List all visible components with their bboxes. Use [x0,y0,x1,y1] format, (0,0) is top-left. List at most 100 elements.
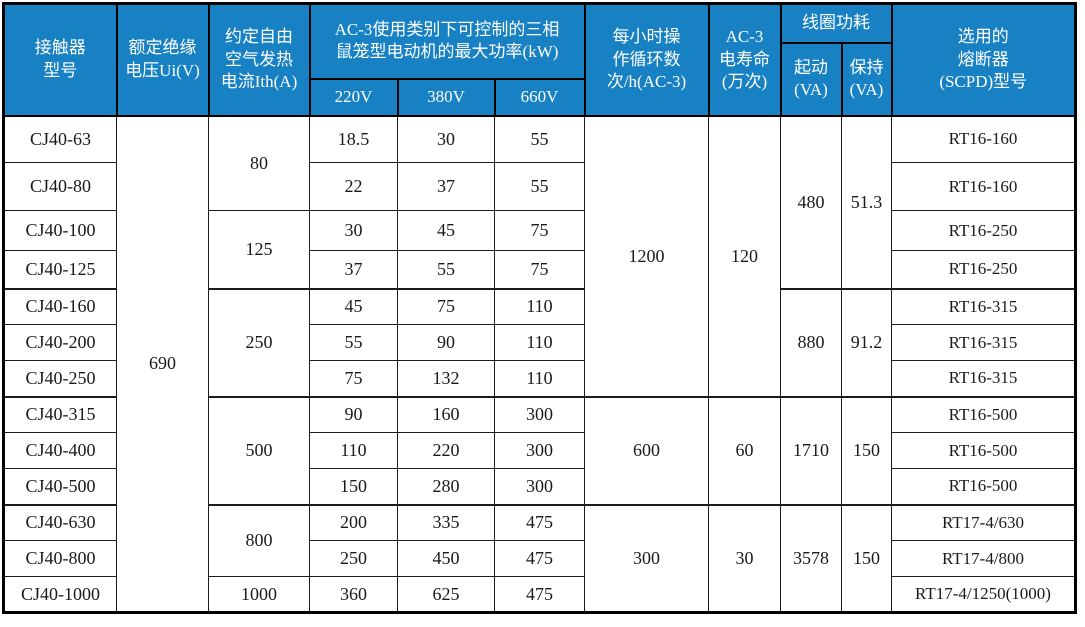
power-220-cell: 37 [309,250,398,289]
power-220-cell: 110 [309,432,398,469]
power-380-cell: 90 [397,324,495,361]
header-380v: 380V [396,77,496,117]
coil-hold-cell: 91.2 [841,287,892,397]
power-660-cell: 475 [494,576,585,613]
model-cell: CJ40-200 [3,324,117,361]
ith-cell: 500 [208,395,310,505]
life-cell: 120 [708,115,781,397]
fuse-cell: RT16-315 [891,360,1076,397]
ith-cell: 250 [208,287,310,397]
fuse-cell: RT17-4/800 [891,540,1076,577]
power-380-cell: 75 [397,287,495,325]
coil-hold-cell: 51.3 [841,115,892,289]
fuse-cell: RT16-315 [891,324,1076,361]
header-coil-hold: 保持 (VA) [840,41,893,117]
power-660-cell: 110 [494,287,585,325]
power-380-cell: 335 [397,503,495,541]
power-220-cell: 22 [309,162,398,211]
power-220-cell: 45 [309,287,398,325]
header-ac3-power-group: AC-3使用类别下可控制的三相 鼠笼型电动机的最大功率(kW) [308,2,586,80]
power-220-cell: 55 [309,324,398,361]
fuse-cell: RT17-4/630 [891,503,1076,541]
power-660-cell: 475 [494,540,585,577]
power-660-cell: 75 [494,210,585,251]
model-cell: CJ40-63 [3,115,117,163]
power-380-cell: 132 [397,360,495,397]
fuse-cell: RT16-250 [891,250,1076,289]
header-coil-power-group: 线圈功耗 [779,2,893,44]
fuse-cell: RT16-315 [891,287,1076,325]
power-220-cell: 250 [309,540,398,577]
fuse-cell: RT16-160 [891,162,1076,211]
coil-start-cell: 480 [780,115,842,289]
model-cell: CJ40-800 [3,540,117,577]
fuse-cell: RT16-160 [891,115,1076,163]
header-model: 接触器 型号 [2,2,118,117]
fuse-cell: RT16-500 [891,395,1076,433]
ith-cell: 125 [208,210,310,289]
header-row-2: 起动 (VA) 保持 (VA) [4,41,1076,117]
model-cell: CJ40-125 [3,250,117,289]
power-220-cell: 150 [309,468,398,505]
power-660-cell: 300 [494,395,585,433]
model-cell: CJ40-400 [3,432,117,469]
power-220-cell: 360 [309,576,398,613]
ops-cell: 600 [584,395,709,505]
power-380-cell: 450 [397,540,495,577]
power-380-cell: 220 [397,432,495,469]
coil-start-cell: 3578 [780,503,842,613]
coil-hold-cell: 150 [841,503,892,613]
model-cell: CJ40-160 [3,287,117,325]
header-coil-start: 起动 (VA) [779,41,843,117]
power-380-cell: 30 [397,115,495,163]
header-electrical-life: AC-3 电寿命 (万次) [707,2,782,117]
power-220-cell: 200 [309,503,398,541]
model-cell: CJ40-500 [3,468,117,505]
power-660-cell: 300 [494,432,585,469]
coil-start-cell: 880 [780,287,842,397]
power-220-cell: 90 [309,395,398,433]
fuse-cell: RT16-500 [891,432,1076,469]
coil-start-cell: 1710 [780,395,842,505]
contactor-spec-table: 接触器 型号 额定绝缘 电压Ui(V) 约定自由 空气发热 电流Ith(A) A… [2,2,1077,614]
ops-cell: 300 [584,503,709,613]
power-380-cell: 37 [397,162,495,211]
ops-cell: 1200 [584,115,709,397]
insulation-voltage-cell: 690 [116,115,209,613]
header-ops-per-hour: 每小时操 作循环数 次/h(AC-3) [583,2,710,117]
header-fuse: 选用的 熔断器 (SCPD)型号 [890,2,1077,117]
table-row: CJ40-63 690 80 18.5 30 55 1200 120 480 5… [3,115,1076,613]
power-380-cell: 160 [397,395,495,433]
header-row-3: 220V 380V 660V [4,77,1076,117]
fuse-cell: RT16-250 [891,210,1076,251]
power-660-cell: 475 [494,503,585,541]
header-220v: 220V [308,77,399,117]
ith-cell: 80 [208,115,310,211]
power-220-cell: 30 [309,210,398,251]
header-row-1: 接触器 型号 额定绝缘 电压Ui(V) 约定自由 空气发热 电流Ith(A) A… [2,2,1077,117]
model-cell: CJ40-250 [3,360,117,397]
power-380-cell: 55 [397,250,495,289]
model-cell: CJ40-80 [3,162,117,211]
header-660v: 660V [493,77,586,117]
ith-cell: 800 [208,503,310,577]
coil-hold-cell: 150 [841,395,892,505]
power-660-cell: 55 [494,115,585,163]
power-660-cell: 110 [494,324,585,361]
ith-cell: 1000 [208,576,310,613]
power-660-cell: 75 [494,250,585,289]
power-660-cell: 110 [494,360,585,397]
power-220-cell: 75 [309,360,398,397]
power-380-cell: 280 [397,468,495,505]
model-cell: CJ40-315 [3,395,117,433]
header-thermal-current: 约定自由 空气发热 电流Ith(A) [207,2,311,117]
power-220-cell: 18.5 [309,115,398,163]
fuse-cell: RT16-500 [891,468,1076,505]
life-cell: 30 [708,503,781,613]
fuse-cell: RT17-4/1250(1000) [891,576,1076,613]
table-header: 接触器 型号 额定绝缘 电压Ui(V) 约定自由 空气发热 电流Ith(A) A… [2,2,1077,117]
model-cell: CJ40-630 [3,503,117,541]
power-660-cell: 55 [494,162,585,211]
model-cell: CJ40-100 [3,210,117,251]
